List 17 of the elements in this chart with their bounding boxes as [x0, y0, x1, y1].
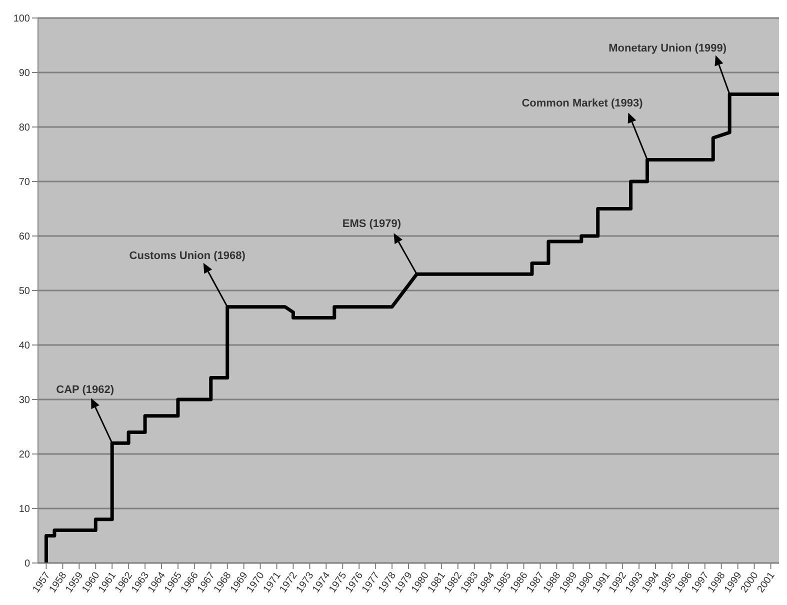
- y-tick-label: 70: [18, 177, 30, 188]
- y-tick-label: 60: [18, 232, 30, 243]
- line-series: [44, 92, 779, 563]
- annotation: CAP (1962): [56, 384, 114, 396]
- annotation: Monetary Union (1999): [608, 42, 727, 54]
- annotation: EMS (1979): [342, 218, 402, 230]
- annotation: Common Market (1993): [522, 98, 644, 110]
- y-tick-label: 90: [18, 68, 30, 80]
- y-tick-label: 80: [18, 122, 30, 134]
- y-tick-label: 0: [24, 558, 30, 570]
- annotation: Customs Union (1968): [129, 250, 246, 262]
- y-tick-label: 20: [18, 450, 30, 461]
- y-tick-label: 10: [18, 504, 30, 516]
- y-tick-label: 40: [18, 340, 30, 352]
- y-tick-label: 30: [18, 395, 30, 406]
- y-tick-label: 50: [18, 286, 30, 298]
- y-tick-label: 100: [13, 14, 30, 25]
